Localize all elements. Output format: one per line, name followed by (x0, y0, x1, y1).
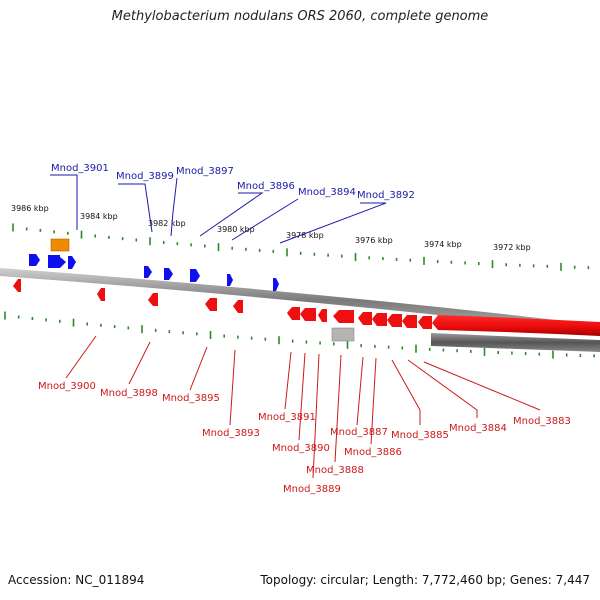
forward-gene[interactable] (273, 278, 279, 291)
gene-label-forward[interactable]: Mnod_3897 (176, 166, 234, 177)
leader-line (128, 341, 151, 385)
genome-backbone (0, 268, 600, 333)
forward-gene[interactable] (29, 254, 40, 266)
reverse-gene[interactable] (300, 308, 316, 321)
ruler-label: 3980 kbp (217, 225, 255, 234)
leader-line (284, 351, 292, 410)
ruler-label: 3984 kbp (80, 212, 118, 221)
gene-label-forward[interactable]: Mnod_3894 (298, 187, 356, 198)
reverse-gene[interactable] (358, 312, 372, 325)
ruler-label: 3986 kbp (11, 204, 49, 213)
leader-line (391, 359, 421, 425)
leader-line (118, 183, 153, 233)
ruler-label: 3974 kbp (424, 240, 462, 249)
leader-line (407, 359, 478, 418)
gene-label-reverse[interactable]: Mnod_3884 (449, 423, 507, 434)
leader-line (189, 346, 208, 391)
genome-summary-text: Topology: circular; Length: 7,772,460 bp… (260, 573, 590, 587)
leader-line (423, 361, 541, 411)
ruler-label: 3976 kbp (355, 236, 393, 245)
forward-genes (29, 254, 279, 291)
gene-label-forward[interactable]: Mnod_3892 (357, 190, 415, 201)
gene-label-reverse[interactable]: Mnod_3885 (391, 430, 449, 441)
reverse-gene[interactable] (205, 298, 217, 311)
reverse-genes (13, 279, 432, 329)
gene-label-reverse[interactable]: Mnod_3890 (272, 443, 330, 454)
gene-label-reverse[interactable]: Mnod_3900 (38, 381, 96, 392)
leader-line (65, 335, 97, 379)
leader-line (279, 202, 387, 244)
forward-gene[interactable] (227, 274, 233, 286)
reverse-gene-large[interactable] (432, 315, 600, 336)
reverse-gene[interactable] (418, 316, 432, 329)
gray-feature[interactable] (431, 333, 600, 352)
gene-label-forward[interactable]: Mnod_3896 (237, 181, 295, 192)
leader-line (199, 192, 264, 237)
forward-gene[interactable] (190, 269, 200, 282)
reverse-gene[interactable] (333, 310, 354, 323)
rna-gene[interactable] (50, 238, 70, 252)
accession-text: Accession: NC_011894 (8, 573, 145, 587)
forward-gene[interactable] (68, 256, 76, 269)
ruler-label: 3972 kbp (493, 243, 531, 252)
reverse-gene[interactable] (287, 307, 300, 320)
leader-line (312, 353, 320, 479)
leader-line (231, 198, 299, 241)
gene-label-reverse[interactable]: Mnod_3887 (330, 427, 388, 438)
forward-gene[interactable] (48, 255, 66, 268)
reverse-gene[interactable] (372, 313, 387, 326)
forward-gene[interactable] (144, 266, 152, 278)
reverse-gene[interactable] (13, 279, 21, 292)
gene-label-forward[interactable]: Mnod_3901 (51, 163, 109, 174)
leader-line (50, 174, 78, 230)
gene-label-reverse[interactable]: Mnod_3886 (344, 447, 402, 458)
gene-label-reverse[interactable]: Mnod_3895 (162, 393, 220, 404)
gene-label-reverse[interactable]: Mnod_3891 (258, 412, 316, 423)
reverse-gene[interactable] (318, 309, 327, 322)
reverse-gene[interactable] (148, 293, 158, 306)
ruler-label: 3982 kbp (148, 219, 186, 228)
gene-label-reverse[interactable]: Mnod_3893 (202, 428, 260, 439)
reverse-gene[interactable] (402, 315, 417, 328)
genome-title: Methylobacterium nodulans ORS 2060, comp… (111, 9, 489, 24)
gene-label-reverse[interactable]: Mnod_3883 (513, 416, 571, 427)
reverse-tick-ruler (4, 311, 595, 359)
reverse-gene[interactable] (97, 288, 105, 301)
leader-line (298, 352, 306, 441)
pseudo-gene[interactable] (331, 327, 355, 342)
reverse-gene[interactable] (233, 300, 243, 313)
ruler-label: 3978 kbp (286, 231, 324, 240)
leader-line (170, 177, 178, 237)
gene-label-forward[interactable]: Mnod_3899 (116, 171, 174, 182)
gene-label-reverse[interactable]: Mnod_3898 (100, 388, 158, 399)
forward-tick-ruler (12, 223, 590, 271)
leader-line (334, 354, 342, 463)
gene-label-reverse[interactable]: Mnod_3888 (306, 465, 364, 476)
forward-gene[interactable] (164, 268, 173, 280)
leader-line (229, 349, 236, 426)
leader-line (356, 356, 364, 426)
leader-line (370, 357, 377, 445)
gene-label-reverse[interactable]: Mnod_3889 (283, 484, 341, 495)
reverse-gene[interactable] (387, 314, 402, 327)
